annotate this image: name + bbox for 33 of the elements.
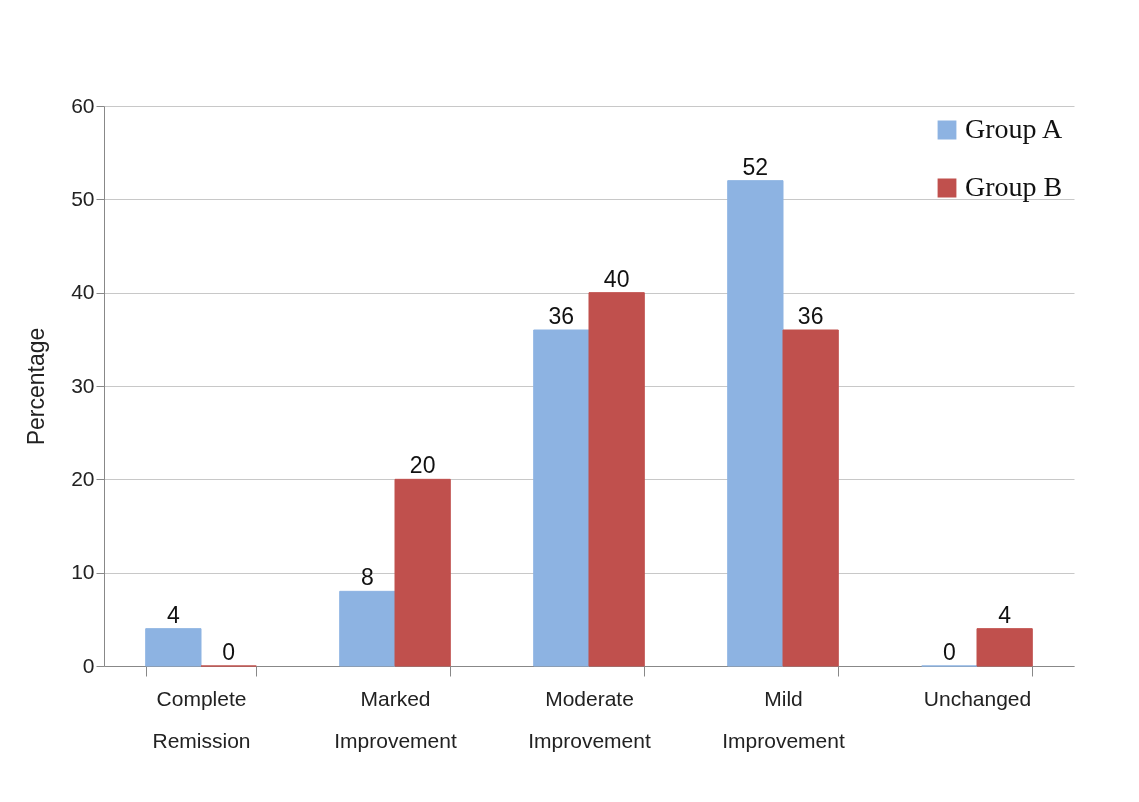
y-tick-label: 0 xyxy=(82,653,95,677)
y-tick-label: 30 xyxy=(71,373,95,397)
data-label: 0 xyxy=(222,639,236,665)
y-tick-label: 10 xyxy=(71,560,95,584)
data-label: 20 xyxy=(409,452,436,479)
y-tick-label: 60 xyxy=(71,93,95,117)
data-label: 40 xyxy=(603,265,630,292)
x-tick-label: Moderate Improvement xyxy=(528,686,651,752)
data-label: 52 xyxy=(742,153,769,180)
bar xyxy=(145,628,202,667)
data-label: 36 xyxy=(548,303,575,329)
y-tick-label: 50 xyxy=(71,186,95,210)
legend-label: Group B xyxy=(965,171,1063,202)
x-tick-label: Marked Improvement xyxy=(334,686,457,752)
legend-label: Group A xyxy=(965,113,1063,144)
data-label: 4 xyxy=(166,601,180,628)
x-tick-label: Mild Improvement xyxy=(722,686,845,752)
bar xyxy=(533,329,590,667)
y-tick-label: 40 xyxy=(71,280,95,304)
bar xyxy=(782,329,839,667)
x-tick-label: Unchanged xyxy=(923,686,1032,710)
bar xyxy=(727,180,784,667)
x-tick-label: Complete Remission xyxy=(152,686,251,752)
bar xyxy=(339,590,396,667)
bar xyxy=(588,292,645,667)
y-axis-title: Percentage xyxy=(23,327,50,446)
data-label: 8 xyxy=(360,564,374,591)
data-label: 4 xyxy=(998,601,1012,628)
bar xyxy=(394,478,451,667)
data-label: 0 xyxy=(942,639,956,665)
bar xyxy=(976,628,1033,667)
data-label: 36 xyxy=(797,303,824,329)
y-tick-label: 20 xyxy=(71,466,95,490)
